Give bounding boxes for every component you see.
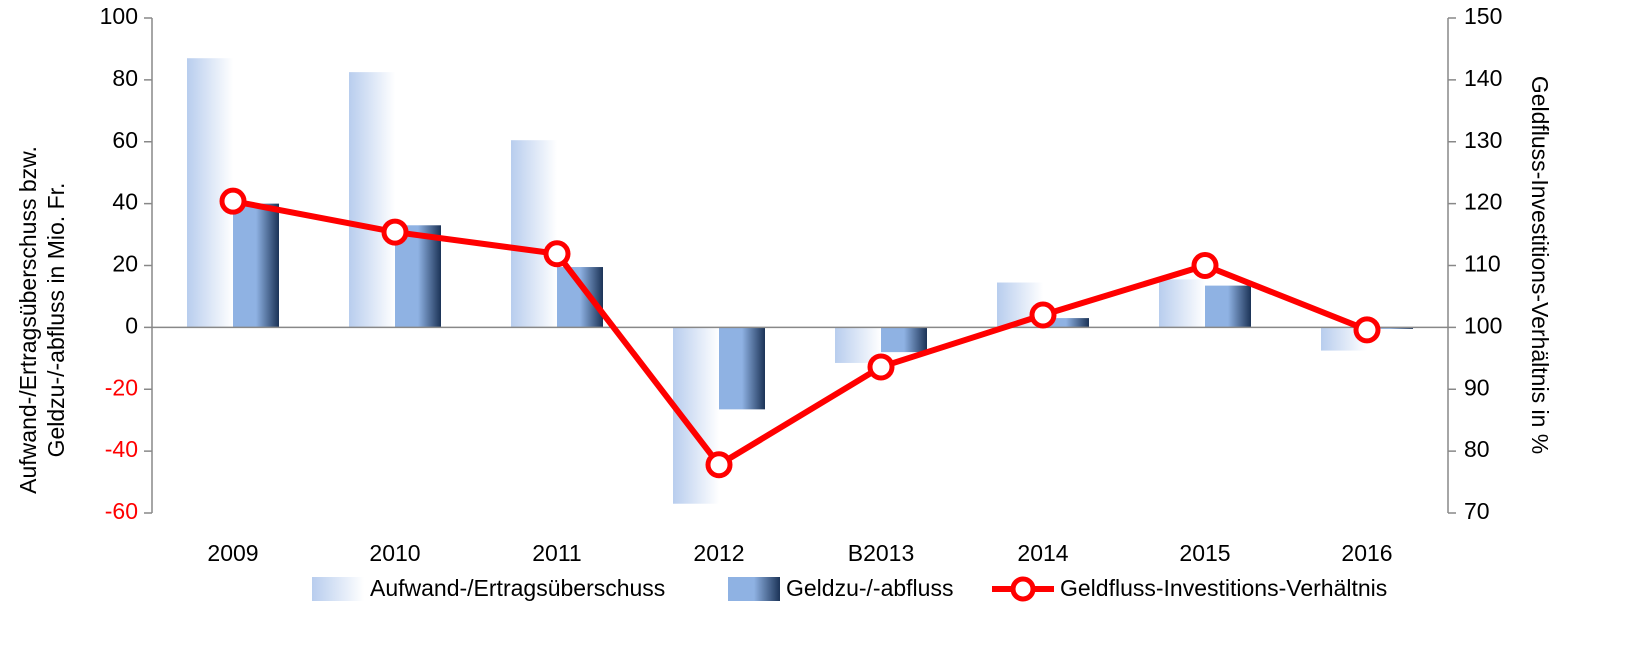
- bar: [719, 327, 765, 410]
- y-tick-label: 0: [125, 312, 138, 338]
- line-marker: [1029, 301, 1057, 329]
- x-tick-label: 2011: [532, 540, 581, 566]
- x-tick-label: 2009: [207, 540, 258, 566]
- x-tick-label: B2013: [848, 540, 915, 566]
- line-marker: [1191, 252, 1219, 279]
- line: [232, 198, 1369, 468]
- bar: [557, 267, 603, 328]
- y-tick-label: -60: [105, 498, 138, 524]
- line-marker: [1353, 316, 1381, 344]
- bar: [349, 72, 395, 328]
- x-tick-label: 2012: [693, 540, 744, 566]
- y2-tick-label: 120: [1464, 189, 1502, 215]
- y2-tick-label: 130: [1464, 127, 1502, 153]
- y-tick-label: -20: [105, 374, 138, 400]
- y-tick-label: -40: [105, 436, 138, 462]
- bar: [1159, 279, 1205, 328]
- line-marker: [543, 240, 571, 268]
- y2-axis-label: Geldfluss-Investitions-Verhältnis in %: [1527, 76, 1553, 454]
- bar: [881, 327, 927, 353]
- y2-tick-label: 70: [1464, 498, 1490, 524]
- x-tick-label: 2016: [1341, 540, 1392, 566]
- y2-tick-label: 150: [1464, 3, 1502, 29]
- y-tick-label: 100: [100, 3, 138, 29]
- legend-label: Aufwand-/Ertragsüberschuss: [370, 575, 665, 601]
- legend-swatch: [1010, 576, 1036, 602]
- y-axis-label: Geldzu-/-abfluss in Mio. Fr.: [43, 183, 69, 458]
- y2-tick-label: 80: [1464, 436, 1490, 462]
- legend-swatch: [728, 577, 780, 601]
- line-marker: [381, 218, 409, 246]
- bar: [511, 140, 557, 328]
- legend-item: Geldfluss-Investitions-Verhältnis: [992, 575, 1387, 602]
- bar: [1043, 318, 1089, 328]
- line-marker: [867, 353, 895, 381]
- line-marker: [219, 187, 247, 215]
- y-tick-label: 60: [112, 127, 138, 153]
- y2-tick-label: 90: [1464, 374, 1490, 400]
- legend-swatch: [312, 577, 364, 601]
- line-marker: [705, 451, 733, 479]
- legend-item: Aufwand-/Ertragsüberschuss: [312, 575, 665, 601]
- legend-label: Geldfluss-Investitions-Verhältnis: [1060, 575, 1387, 601]
- y-tick-label: 40: [112, 189, 138, 215]
- x-tick-label: 2015: [1179, 540, 1230, 566]
- x-tick-label: 2010: [369, 540, 420, 566]
- y2-tick-label: 140: [1464, 65, 1502, 91]
- y2-tick-label: 110: [1464, 251, 1501, 277]
- x-tick-label: 2014: [1017, 540, 1068, 566]
- bar: [1205, 285, 1251, 328]
- legend-item: Geldzu-/-abfluss: [728, 575, 953, 601]
- y-tick-label: 80: [112, 65, 138, 91]
- bar: [1367, 327, 1413, 329]
- y-tick-label: 20: [112, 251, 138, 277]
- y2-tick-label: 100: [1464, 312, 1502, 338]
- bar: [233, 203, 279, 328]
- y-axis-label: Aufwand-/Ertragsüberschuss bzw.: [15, 146, 41, 494]
- legend-label: Geldzu-/-abfluss: [786, 575, 953, 601]
